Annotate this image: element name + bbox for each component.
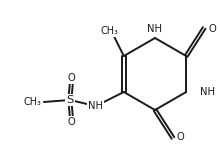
Text: O: O (68, 73, 76, 83)
Text: O: O (177, 132, 185, 142)
Text: NH: NH (200, 87, 215, 97)
Text: O: O (68, 117, 76, 127)
Text: CH₃: CH₃ (101, 26, 119, 36)
Text: NH: NH (147, 24, 163, 34)
Text: CH₃: CH₃ (24, 97, 42, 107)
Text: S: S (66, 95, 73, 105)
Text: O: O (208, 24, 216, 34)
Text: NH: NH (88, 101, 103, 111)
